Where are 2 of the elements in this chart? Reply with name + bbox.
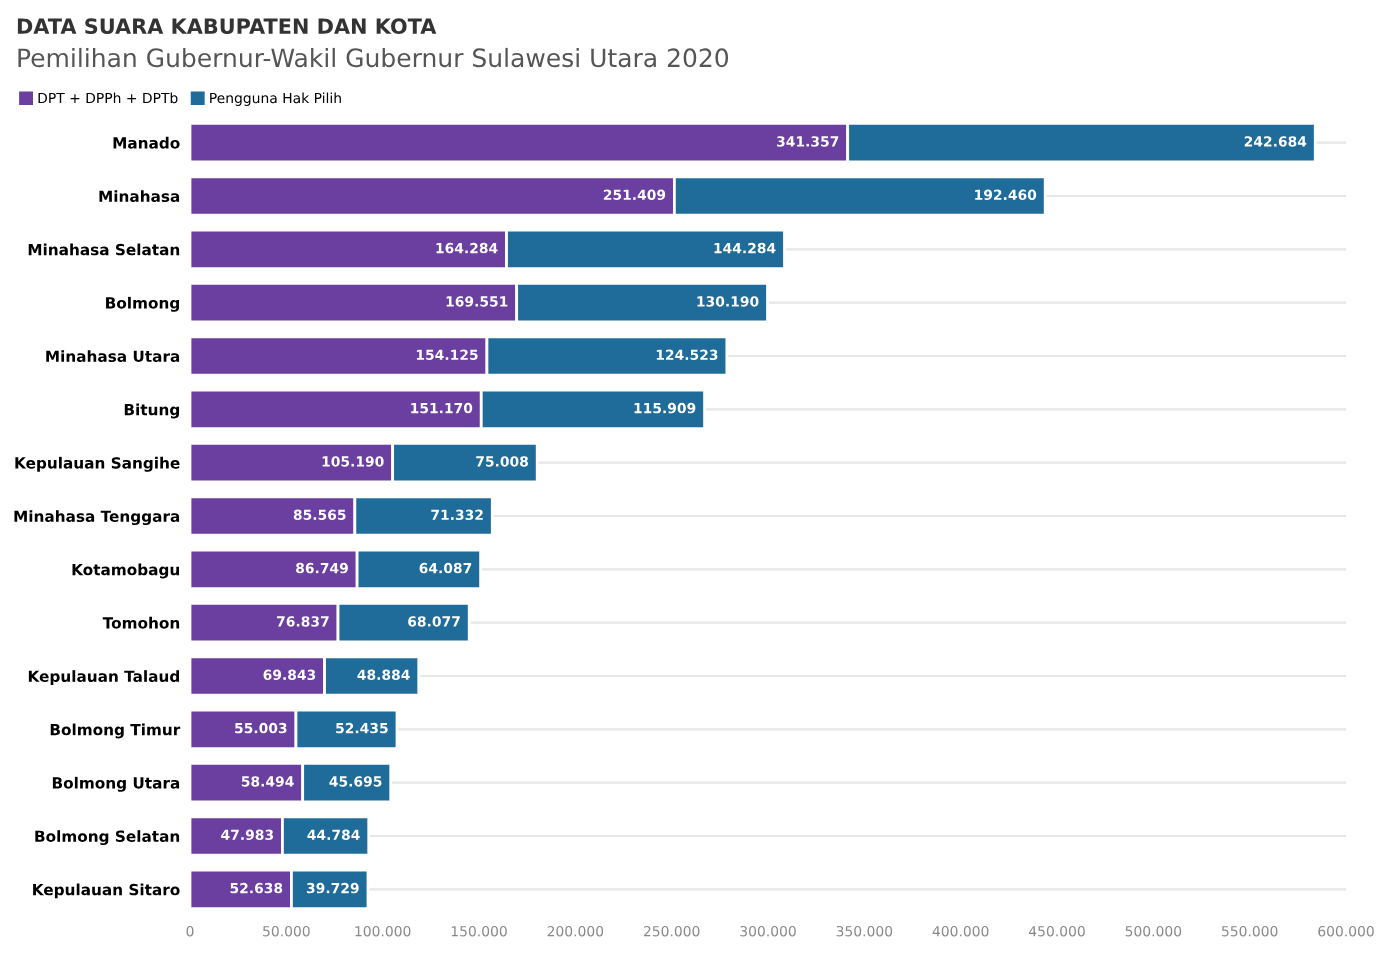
chart-title: DATA SUARA KABUPATEN DAN KOTA (17, 18, 437, 35)
chart-subtitle: Pemilihan Gubernur-Wakil Gubernur Sulawesi Utara 2020 (18, 47, 729, 68)
